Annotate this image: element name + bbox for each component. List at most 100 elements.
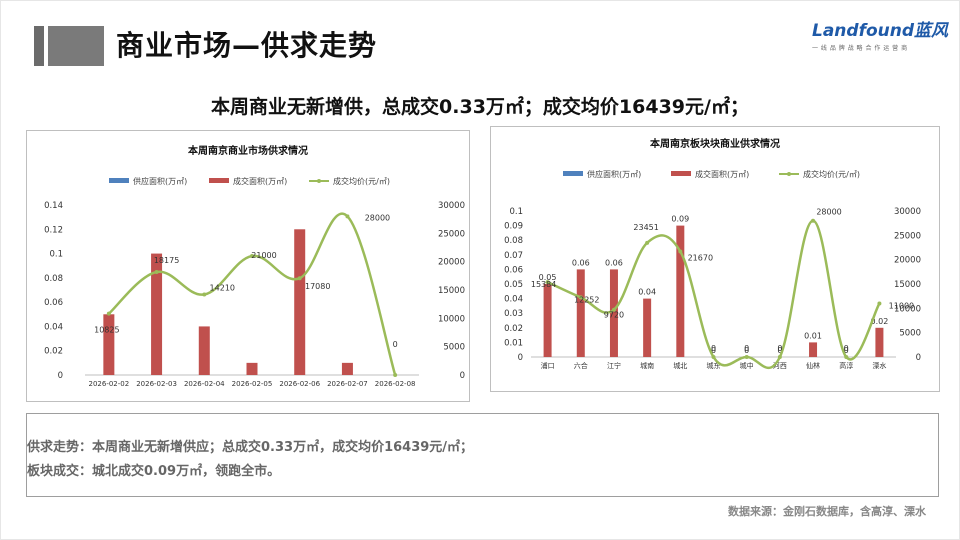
x-category-label: 2026-02-07 (327, 380, 368, 388)
data-source: 数据来源：金刚石数据库，含高淳、溧水 (728, 505, 926, 518)
y-right-tick-label: 5000 (443, 343, 465, 353)
y-left-tick-label: 0.01 (504, 338, 523, 348)
bar-data-label: 0.04 (638, 288, 656, 297)
legend-swatch (671, 171, 691, 176)
x-category-label: 2026-02-05 (232, 380, 273, 388)
line-point (202, 292, 207, 297)
line-point (154, 270, 159, 275)
legend-label: 成交面积(万㎡) (695, 169, 749, 179)
brand-logo-text: Landfound蓝风 (812, 21, 949, 41)
legend-swatch (209, 178, 229, 183)
y-left-tick-label: 0.02 (504, 324, 523, 334)
title-decoration-bar (34, 26, 44, 66)
bar-deal-area (576, 269, 585, 357)
bar-deal-area (809, 342, 818, 357)
line-point (611, 307, 616, 312)
y-right-tick-label: 30000 (894, 207, 921, 217)
line-point (744, 355, 749, 359)
x-category-label: 河西 (773, 362, 787, 370)
line-data-label: 0 (711, 344, 716, 353)
legend-marker (787, 172, 791, 176)
title-decoration-block (48, 26, 104, 66)
y-left-tick-label: 0.09 (504, 222, 523, 232)
x-category-label: 2026-02-06 (279, 380, 320, 388)
summary-line-district: 板块成交：城北成交0.09万㎡，领跑全市。 (27, 464, 281, 479)
legend-label: 供应面积(万㎡) (587, 169, 641, 179)
y-right-tick-label: 0 (460, 371, 465, 381)
line-data-label: 9720 (604, 311, 624, 320)
y-right-tick-label: 0 (916, 353, 921, 363)
bar-data-label: 0.06 (572, 258, 590, 267)
line-data-label: 15384 (531, 280, 556, 289)
summary-box: 供求走势：本周商业无新增供应；总成交0.33万㎡，成交均价16439元/㎡； 板… (26, 413, 939, 497)
line-data-label: 23451 (633, 223, 658, 232)
x-category-label: 浦口 (541, 361, 555, 370)
line-point (345, 214, 350, 219)
bar-deal-area (676, 225, 685, 357)
line-point (297, 276, 302, 281)
line-point (106, 311, 111, 316)
x-category-label: 城北 (673, 362, 687, 370)
line-point (393, 373, 398, 377)
legend-label: 成交面积(万㎡) (233, 176, 287, 186)
bar-deal-area (246, 362, 258, 375)
y-right-tick-label: 10000 (438, 314, 465, 324)
line-point (811, 218, 816, 223)
x-category-label: 城中 (740, 361, 754, 370)
line-point (877, 301, 882, 306)
bar-data-label: 0 (711, 346, 716, 355)
line-data-label: 12252 (574, 295, 599, 304)
line-data-label: 11000 (889, 301, 914, 310)
y-left-tick-label: 0.02 (44, 347, 63, 357)
x-category-label: 2026-02-03 (136, 380, 177, 388)
legend-swatch (109, 178, 129, 183)
y-left-tick-label: 0.07 (504, 251, 523, 261)
x-category-label: 2026-02-02 (89, 380, 130, 388)
y-left-tick-label: 0 (518, 353, 523, 363)
x-category-label: 仙林 (806, 361, 820, 370)
chart-title: 本周南京商业市场供求情况 (188, 144, 308, 157)
line-point (578, 295, 583, 300)
line-data-label: 28000 (365, 213, 390, 222)
y-right-tick-label: 20000 (438, 258, 465, 268)
y-left-tick-label: 0.06 (504, 265, 523, 275)
y-left-tick-label: 0.1 (49, 250, 63, 260)
legend-marker (317, 179, 321, 183)
line-data-label: 17080 (305, 282, 330, 291)
legend-swatch (563, 171, 583, 176)
y-left-tick-label: 0.12 (44, 225, 63, 235)
bar-deal-area (151, 253, 163, 375)
market-supply-demand-chart: 本周南京商业市场供求情况 供应面积(万㎡) 成交面积(万㎡) 成交均价(元/㎡) 0 0.… (26, 130, 470, 402)
summary-line-supply: 供求走势：本周商业无新增供应；总成交0.33万㎡，成交均价16439元/㎡； (27, 440, 474, 455)
title-decoration (34, 26, 104, 66)
y-right-tick-label: 25000 (438, 229, 465, 239)
y-left-tick-label: 0.03 (504, 309, 523, 319)
bar-deal-area (341, 362, 353, 375)
line-data-label: 0 (844, 344, 849, 353)
x-category-label: 城南 (640, 361, 654, 370)
chart-title: 本周南京板块块商业供求情况 (650, 137, 780, 150)
line-data-label: 0 (777, 344, 782, 353)
line-data-label: 18175 (154, 256, 179, 265)
bar-data-label: 0.06 (605, 258, 623, 267)
line-point (844, 355, 849, 359)
y-right-tick-label: 15000 (894, 280, 921, 290)
line-data-label: 28000 (816, 208, 841, 217)
x-category-label: 城东 (707, 361, 721, 370)
bar-deal-area (609, 269, 618, 357)
line-point (711, 355, 716, 359)
bar-deal-area (875, 327, 884, 357)
x-category-label: 2026-02-08 (375, 380, 416, 388)
bar-data-label: 0 (777, 346, 782, 355)
legend-label: 成交均价(元/㎡) (803, 169, 860, 179)
y-right-tick-label: 25000 (894, 231, 921, 241)
bar-data-label: 0.05 (539, 273, 557, 282)
brand-logo: Landfound蓝风 一 线 品 牌 战 略 合 作 运 营 商 (812, 16, 949, 52)
line-point (545, 280, 550, 285)
y-left-tick-label: 0.08 (504, 236, 523, 246)
y-left-tick-label: 0.04 (504, 295, 523, 305)
brand-logo-tagline: 一 线 品 牌 战 略 合 作 运 营 商 (812, 45, 908, 52)
line-data-label: 21000 (251, 251, 276, 260)
y-right-tick-label: 15000 (438, 286, 465, 296)
